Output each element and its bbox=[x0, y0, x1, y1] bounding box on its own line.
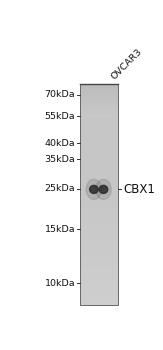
Text: 35kDa: 35kDa bbox=[44, 155, 75, 164]
Text: 25kDa: 25kDa bbox=[45, 184, 75, 194]
Ellipse shape bbox=[96, 179, 111, 200]
Text: 70kDa: 70kDa bbox=[45, 90, 75, 99]
Text: 15kDa: 15kDa bbox=[45, 225, 75, 234]
Text: OVCAR3: OVCAR3 bbox=[110, 47, 144, 81]
Text: 10kDa: 10kDa bbox=[45, 279, 75, 288]
Text: 55kDa: 55kDa bbox=[45, 112, 75, 121]
Ellipse shape bbox=[86, 179, 102, 200]
Ellipse shape bbox=[99, 186, 108, 194]
Text: 40kDa: 40kDa bbox=[45, 139, 75, 148]
Bar bbox=[80, 84, 118, 305]
Text: CBX1: CBX1 bbox=[123, 183, 155, 196]
Ellipse shape bbox=[90, 186, 98, 194]
